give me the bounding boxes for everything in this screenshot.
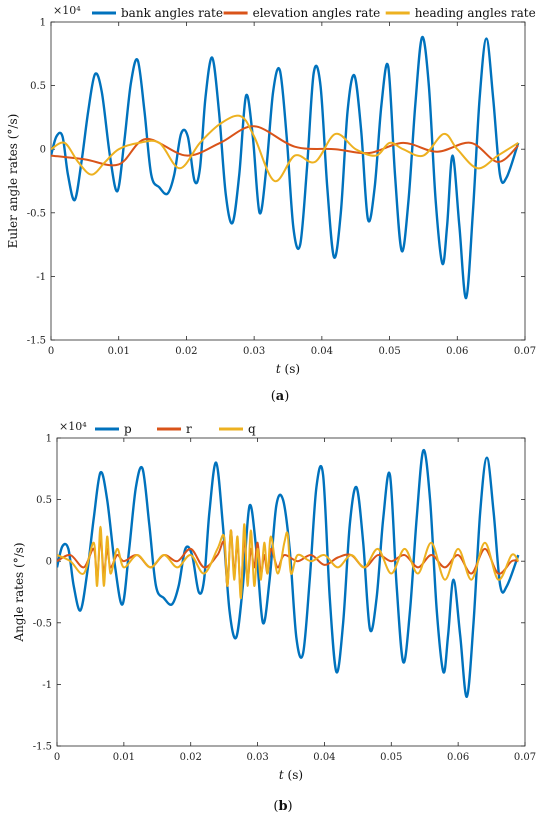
- caption-letter: a: [276, 389, 285, 404]
- x-axis-label-unit: (s): [284, 768, 303, 782]
- y-tick-label: 0: [40, 145, 46, 156]
- exponent-label: ×10⁴: [59, 420, 87, 433]
- x-tick-label: 0.03: [246, 752, 268, 763]
- caption-close: ): [288, 799, 293, 814]
- legend-label: q: [248, 422, 256, 436]
- x-tick-label: 0.07: [514, 752, 536, 763]
- legend-label: heading angles rate: [415, 6, 536, 20]
- y-tick-label: -1: [36, 272, 46, 283]
- series-line-elevation-angles-rate: [51, 125, 519, 167]
- x-axis-label-unit: (s): [281, 362, 300, 376]
- x-axis-label-symbol: t: [276, 362, 281, 376]
- y-tick-label: -1.5: [27, 336, 46, 347]
- y-tick-label: 1: [40, 18, 46, 29]
- plot-area-frame: [50, 21, 526, 341]
- caption-close: ): [284, 389, 289, 404]
- x-tick-label: 0.01: [113, 752, 135, 763]
- x-tick-label: 0.05: [378, 346, 400, 357]
- x-axis-label-symbol: t: [279, 768, 284, 782]
- x-tick-label: 0.02: [180, 752, 202, 763]
- series-line-p: [57, 449, 520, 698]
- caption-open: (: [273, 799, 278, 814]
- x-tick-label: 0.04: [313, 752, 335, 763]
- chart-panel-a: 0 0.01 0.02 0.03 0.04 0.05 0.06 0.07 -1.5 -1 -0.5 0…: [6, 4, 536, 404]
- chart-panel-b: 0 0.01 0.02 0.03 0.04 0.05 0.06 0.07 -1.5 -1 -0.5 0…: [12, 420, 536, 814]
- y-tick-label: 0.5: [36, 495, 52, 506]
- plot-area-frame: [56, 437, 526, 747]
- x-axis-label: t (s): [276, 362, 300, 376]
- x-axis-label: t (s): [279, 768, 303, 782]
- y-axis-label: Euler angle rates (°/s): [6, 114, 20, 249]
- x-tick-label: 0.06: [446, 346, 468, 357]
- series-line-bank-angles-rate: [51, 36, 520, 300]
- legend-label: r: [186, 422, 192, 436]
- x-tick-label: 0.01: [108, 346, 130, 357]
- y-tick-label: 0: [46, 557, 52, 568]
- x-tick-label: 0.02: [175, 346, 197, 357]
- x-tick-label: 0: [54, 752, 60, 763]
- y-tick-label: 0.5: [30, 81, 46, 92]
- x-tick-label: 0: [48, 346, 54, 357]
- caption-open: (: [271, 389, 276, 404]
- legend-label: elevation angles rate: [253, 6, 381, 20]
- y-tick-label: -1.5: [33, 742, 52, 753]
- caption-letter: b: [278, 799, 287, 814]
- y-tick-label: 1: [46, 434, 52, 445]
- legend-label: bank angles rate: [121, 6, 223, 20]
- x-tick-label: 0.07: [514, 346, 536, 357]
- y-axis-label: Angle rates (°/s): [12, 542, 26, 642]
- y-tick-label: -1: [42, 680, 52, 691]
- series-line-heading-angles-rate: [51, 114, 519, 183]
- legend-label: p: [124, 422, 132, 436]
- exponent-label: ×10⁴: [53, 4, 81, 17]
- legend: bank angles rate elevation angles rate hea…: [92, 6, 536, 20]
- y-tick-label: -0.5: [33, 618, 52, 629]
- x-tick-label: 0.04: [311, 346, 333, 357]
- series-line-q: [57, 523, 520, 600]
- panel-caption: (b): [273, 799, 292, 814]
- panel-caption: (a): [271, 389, 290, 404]
- x-tick-label: 0.05: [380, 752, 402, 763]
- x-tick-label: 0.03: [243, 346, 265, 357]
- y-tick-label: -0.5: [27, 208, 46, 219]
- x-tick-label: 0.06: [447, 752, 469, 763]
